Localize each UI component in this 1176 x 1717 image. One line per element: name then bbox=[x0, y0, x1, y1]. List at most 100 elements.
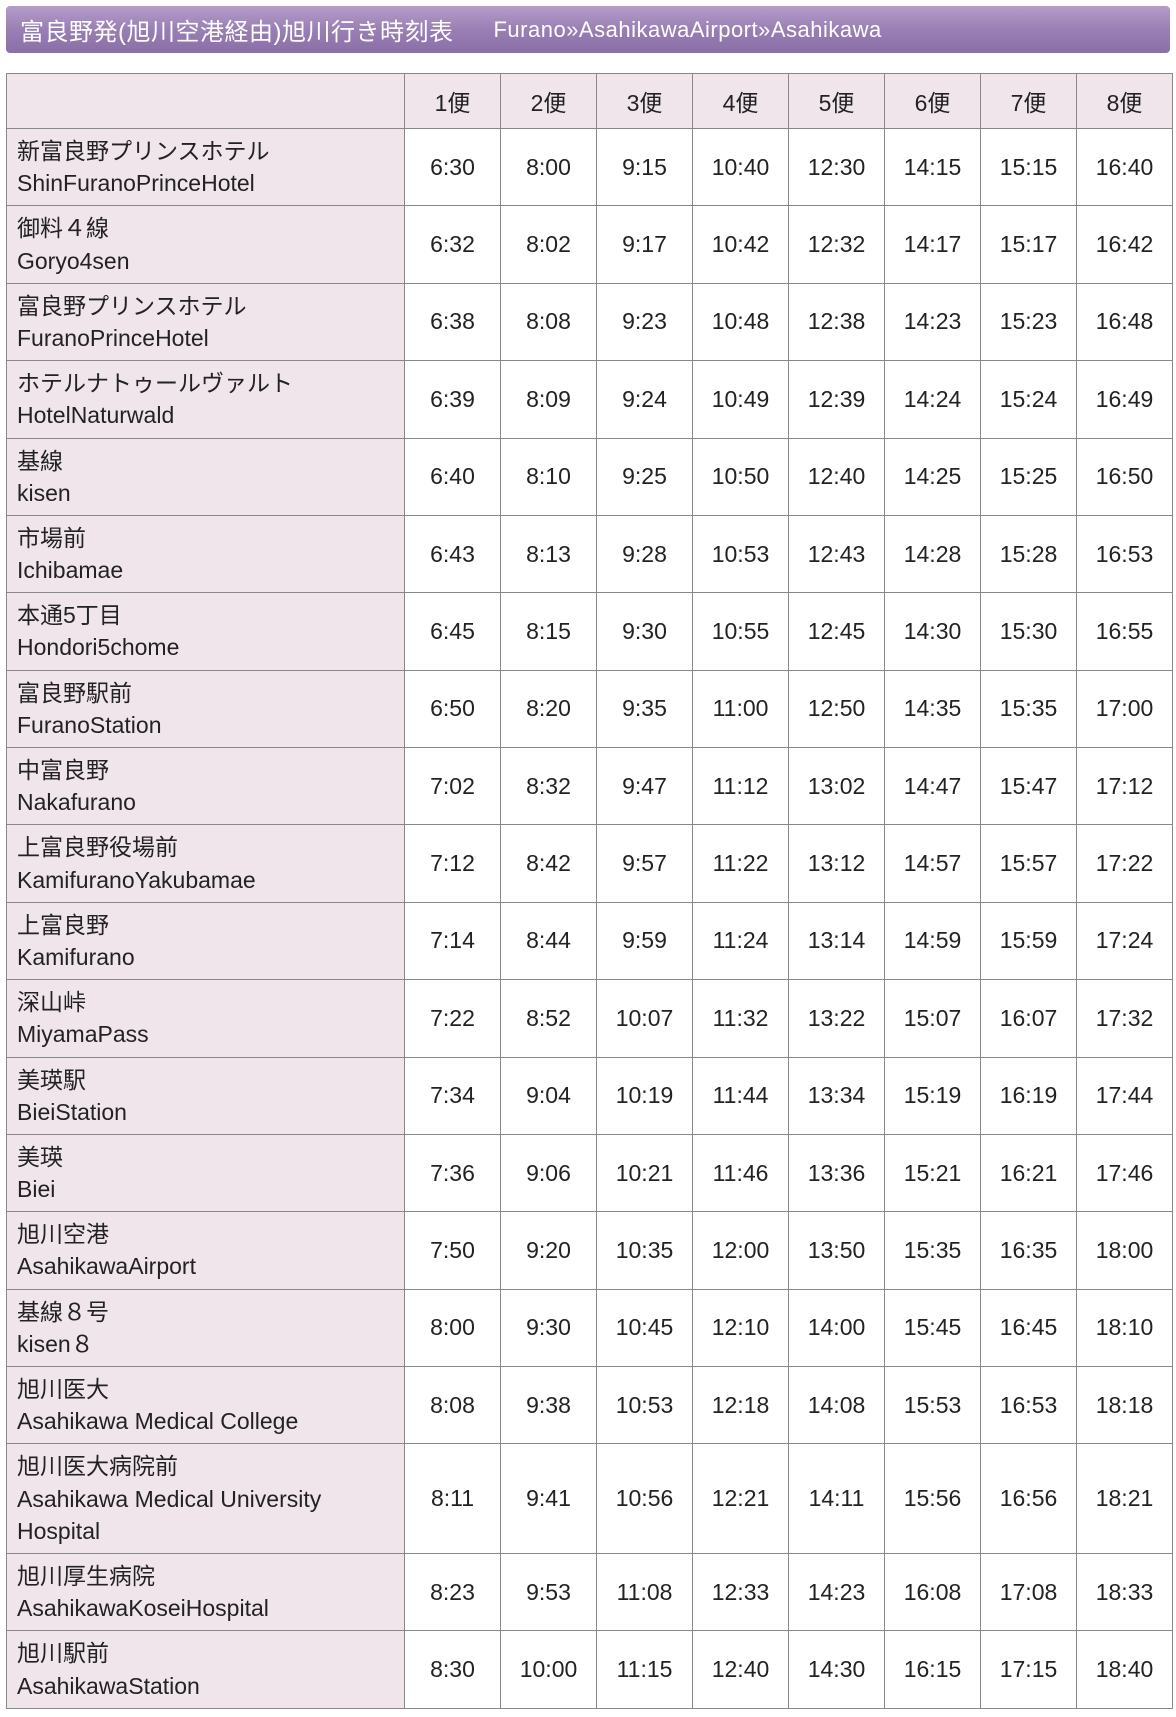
time-cell: 16:49 bbox=[1077, 361, 1173, 438]
time-cell: 14:30 bbox=[885, 593, 981, 670]
table-row: 旭川空港AsahikawaAirport7:509:2010:3512:0013… bbox=[7, 1212, 1173, 1289]
time-cell: 9:35 bbox=[597, 670, 693, 747]
table-row: 美瑛Biei7:369:0610:2111:4613:3615:2116:211… bbox=[7, 1134, 1173, 1211]
time-cell: 8:00 bbox=[501, 129, 597, 206]
stop-name-en: Ichibamae bbox=[17, 554, 394, 586]
time-cell: 7:12 bbox=[405, 825, 501, 902]
time-cell: 16:50 bbox=[1077, 438, 1173, 515]
time-cell: 11:12 bbox=[693, 748, 789, 825]
time-cell: 9:06 bbox=[501, 1134, 597, 1211]
time-cell: 10:45 bbox=[597, 1289, 693, 1366]
route-title-jp: 富良野発(旭川空港経由)旭川行き時刻表 bbox=[20, 12, 453, 47]
stop-cell: 上富良野Kamifurano bbox=[7, 902, 405, 979]
time-cell: 9:59 bbox=[597, 902, 693, 979]
time-cell: 13:22 bbox=[789, 980, 885, 1057]
time-cell: 6:50 bbox=[405, 670, 501, 747]
stop-name-en: kisen bbox=[17, 477, 394, 509]
time-cell: 12:18 bbox=[693, 1367, 789, 1444]
timetable-corner-cell bbox=[7, 74, 405, 129]
time-cell: 8:02 bbox=[501, 206, 597, 283]
time-cell: 10:40 bbox=[693, 129, 789, 206]
stop-name-jp: 旭川空港 bbox=[17, 1218, 394, 1250]
service-header: 1便 bbox=[405, 74, 501, 129]
stop-cell: 美瑛駅BieiStation bbox=[7, 1057, 405, 1134]
stop-name-jp: 基線８号 bbox=[17, 1296, 394, 1328]
time-cell: 9:25 bbox=[597, 438, 693, 515]
stop-name-en: Goryo4sen bbox=[17, 245, 394, 277]
time-cell: 14:28 bbox=[885, 515, 981, 592]
time-cell: 16:42 bbox=[1077, 206, 1173, 283]
time-cell: 13:14 bbox=[789, 902, 885, 979]
stop-cell: 新富良野プリンスホテルShinFuranoPrinceHotel bbox=[7, 129, 405, 206]
stop-name-jp: 旭川駅前 bbox=[17, 1637, 394, 1669]
time-cell: 11:15 bbox=[597, 1631, 693, 1708]
time-cell: 15:57 bbox=[981, 825, 1077, 902]
stop-cell: 旭川医大病院前Asahikawa Medical University Hosp… bbox=[7, 1444, 405, 1554]
time-cell: 14:00 bbox=[789, 1289, 885, 1366]
table-row: 基線８号kisen８8:009:3010:4512:1014:0015:4516… bbox=[7, 1289, 1173, 1366]
time-cell: 16:21 bbox=[981, 1134, 1077, 1211]
stop-name-en: AsahikawaKoseiHospital bbox=[17, 1592, 394, 1624]
stop-cell: 旭川厚生病院AsahikawaKoseiHospital bbox=[7, 1553, 405, 1630]
stop-name-jp: 上富良野役場前 bbox=[17, 831, 394, 863]
time-cell: 8:10 bbox=[501, 438, 597, 515]
stop-cell: 市場前Ichibamae bbox=[7, 515, 405, 592]
table-row: 美瑛駅BieiStation7:349:0410:1911:4413:3415:… bbox=[7, 1057, 1173, 1134]
stop-name-jp: 御料４線 bbox=[17, 212, 394, 244]
time-cell: 12:32 bbox=[789, 206, 885, 283]
table-row: 基線kisen6:408:109:2510:5012:4014:2515:251… bbox=[7, 438, 1173, 515]
time-cell: 6:45 bbox=[405, 593, 501, 670]
time-cell: 8:11 bbox=[405, 1444, 501, 1554]
time-cell: 16:40 bbox=[1077, 129, 1173, 206]
time-cell: 10:53 bbox=[597, 1367, 693, 1444]
time-cell: 14:47 bbox=[885, 748, 981, 825]
time-cell: 15:21 bbox=[885, 1134, 981, 1211]
time-cell: 13:02 bbox=[789, 748, 885, 825]
time-cell: 15:25 bbox=[981, 438, 1077, 515]
table-row: 富良野プリンスホテルFuranoPrinceHotel6:388:089:231… bbox=[7, 283, 1173, 360]
stop-cell: 本通5丁目Hondori5chome bbox=[7, 593, 405, 670]
time-cell: 15:19 bbox=[885, 1057, 981, 1134]
stop-name-en: HotelNaturwald bbox=[17, 399, 394, 431]
stop-cell: 旭川駅前AsahikawaStation bbox=[7, 1631, 405, 1708]
time-cell: 15:56 bbox=[885, 1444, 981, 1554]
timetable: 1便2便3便4便5便6便7便8便 新富良野プリンスホテルShinFuranoPr… bbox=[6, 73, 1173, 1709]
stop-cell: 美瑛Biei bbox=[7, 1134, 405, 1211]
stop-name-en: ShinFuranoPrinceHotel bbox=[17, 167, 394, 199]
stop-cell: 基線８号kisen８ bbox=[7, 1289, 405, 1366]
time-cell: 6:38 bbox=[405, 283, 501, 360]
stop-name-jp: 旭川医大病院前 bbox=[17, 1450, 394, 1482]
time-cell: 12:38 bbox=[789, 283, 885, 360]
time-cell: 9:17 bbox=[597, 206, 693, 283]
time-cell: 8:00 bbox=[405, 1289, 501, 1366]
time-cell: 17:00 bbox=[1077, 670, 1173, 747]
stop-name-en: MiyamaPass bbox=[17, 1018, 394, 1050]
time-cell: 12:30 bbox=[789, 129, 885, 206]
stop-name-jp: 基線 bbox=[17, 445, 394, 477]
stop-name-en: Biei bbox=[17, 1173, 394, 1205]
time-cell: 18:00 bbox=[1077, 1212, 1173, 1289]
time-cell: 18:18 bbox=[1077, 1367, 1173, 1444]
time-cell: 17:44 bbox=[1077, 1057, 1173, 1134]
time-cell: 11:44 bbox=[693, 1057, 789, 1134]
table-row: 市場前Ichibamae6:438:139:2810:5312:4314:281… bbox=[7, 515, 1173, 592]
table-row: 上富良野役場前KamifuranoYakubamae7:128:429:5711… bbox=[7, 825, 1173, 902]
time-cell: 9:30 bbox=[597, 593, 693, 670]
time-cell: 14:59 bbox=[885, 902, 981, 979]
time-cell: 14:17 bbox=[885, 206, 981, 283]
table-row: 上富良野Kamifurano7:148:449:5911:2413:1414:5… bbox=[7, 902, 1173, 979]
time-cell: 12:10 bbox=[693, 1289, 789, 1366]
time-cell: 11:24 bbox=[693, 902, 789, 979]
time-cell: 14:23 bbox=[789, 1553, 885, 1630]
stop-name-en: FuranoPrinceHotel bbox=[17, 322, 394, 354]
time-cell: 9:30 bbox=[501, 1289, 597, 1366]
time-cell: 17:46 bbox=[1077, 1134, 1173, 1211]
service-header: 4便 bbox=[693, 74, 789, 129]
time-cell: 7:02 bbox=[405, 748, 501, 825]
time-cell: 12:43 bbox=[789, 515, 885, 592]
time-cell: 8:08 bbox=[405, 1367, 501, 1444]
stop-name-en: Asahikawa Medical College bbox=[17, 1405, 394, 1437]
time-cell: 16:08 bbox=[885, 1553, 981, 1630]
stop-name-jp: 富良野駅前 bbox=[17, 677, 394, 709]
time-cell: 15:47 bbox=[981, 748, 1077, 825]
